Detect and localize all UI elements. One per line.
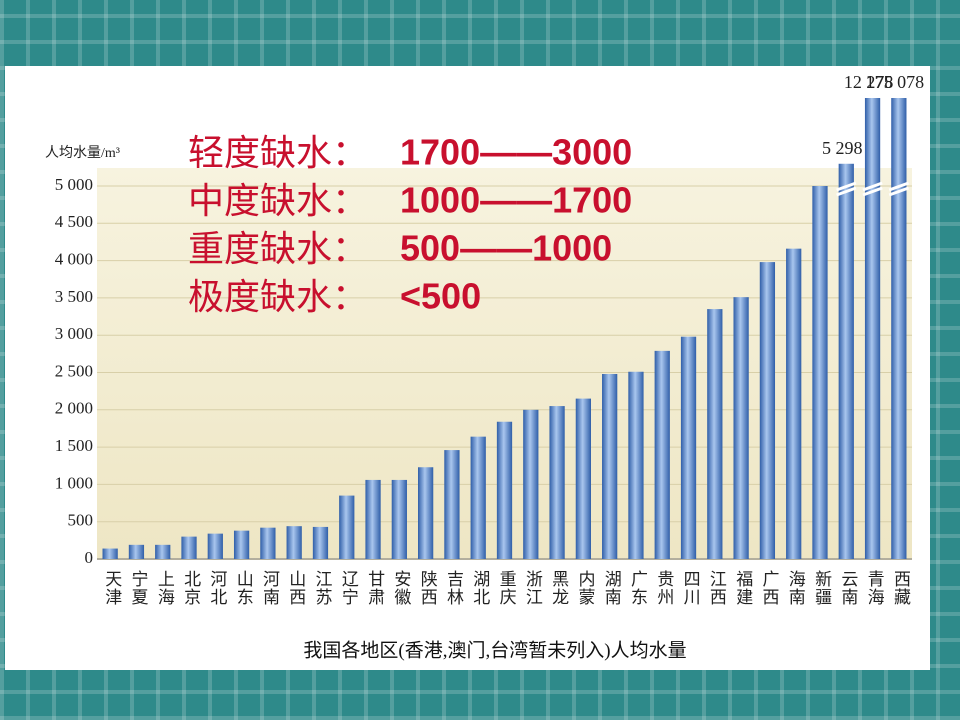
bar bbox=[496, 421, 513, 559]
value-label: 5 298 bbox=[822, 138, 863, 158]
x-tick-label: 重庆 bbox=[497, 570, 517, 606]
x-tick-label: 黑龙 bbox=[549, 570, 569, 606]
bar bbox=[312, 526, 329, 559]
x-tick-label: 湖南 bbox=[602, 570, 622, 606]
axis-break bbox=[836, 181, 857, 197]
bar bbox=[102, 548, 118, 559]
bar bbox=[759, 262, 776, 559]
bar bbox=[786, 248, 802, 559]
y-tick-label: 3 000 bbox=[55, 324, 93, 343]
bar bbox=[233, 530, 250, 559]
x-tick-label: 上海 bbox=[155, 570, 175, 606]
x-tick-label: 吉林 bbox=[444, 570, 464, 606]
bar bbox=[391, 479, 407, 559]
x-tick-label: 浙江 bbox=[523, 570, 543, 606]
axis-break bbox=[888, 181, 909, 197]
y-tick-label: 1 500 bbox=[55, 436, 93, 455]
value-label: 175 078 bbox=[866, 72, 925, 92]
bar bbox=[207, 533, 223, 559]
y-tick-label: 1 000 bbox=[55, 473, 93, 492]
y-tick-label: 2 000 bbox=[55, 399, 93, 418]
y-tick-label: 500 bbox=[68, 511, 94, 530]
x-tick-label: 宁夏 bbox=[129, 570, 149, 606]
y-tick-label: 4 500 bbox=[55, 212, 93, 231]
x-tick-label: 广东 bbox=[628, 570, 648, 606]
x-tick-label: 河北 bbox=[207, 570, 227, 606]
bar bbox=[444, 450, 460, 559]
x-tick-label: 新疆 bbox=[812, 570, 832, 606]
x-tick-label: 西藏 bbox=[891, 570, 911, 606]
bar bbox=[286, 526, 302, 559]
bar bbox=[812, 186, 828, 559]
annotation-range: <500 bbox=[400, 276, 481, 317]
bar bbox=[181, 536, 197, 559]
bar bbox=[128, 544, 145, 559]
x-tick-label: 北京 bbox=[181, 570, 201, 606]
value-label: 12 278 bbox=[844, 72, 894, 92]
annotation-range: 1000——1700 bbox=[400, 180, 632, 221]
bar bbox=[680, 336, 697, 559]
y-tick-label: 2 500 bbox=[55, 361, 93, 380]
annotation-label: 中度缺水： bbox=[188, 181, 368, 222]
bar bbox=[470, 436, 486, 559]
annotation-range: 1700——3000 bbox=[400, 132, 632, 173]
bar bbox=[365, 479, 381, 559]
x-tick-label: 福建 bbox=[733, 570, 753, 606]
bar bbox=[891, 98, 907, 559]
bar bbox=[260, 527, 276, 559]
x-tick-label: 海南 bbox=[786, 570, 806, 606]
y-tick-label: 0 bbox=[85, 548, 94, 567]
bar bbox=[864, 98, 881, 559]
x-tick-label: 四川 bbox=[681, 570, 701, 606]
x-tick-label: 河南 bbox=[260, 570, 280, 606]
x-tick-label: 安徽 bbox=[391, 570, 411, 606]
annotation-label: 轻度缺水： bbox=[188, 133, 368, 174]
axis-break bbox=[862, 181, 883, 197]
x-tick-label: 江苏 bbox=[313, 570, 333, 606]
y-tick-label: 3 500 bbox=[55, 287, 93, 306]
x-tick-label: 山西 bbox=[286, 570, 305, 606]
annotation-label: 极度缺水： bbox=[188, 277, 368, 318]
y-axis-label: 人均水量/m³ bbox=[45, 145, 120, 161]
bar bbox=[575, 398, 591, 559]
bar bbox=[549, 406, 565, 559]
y-tick-label: 5 000 bbox=[55, 175, 93, 194]
x-tick-label: 贵州 bbox=[654, 570, 674, 606]
bar bbox=[838, 163, 854, 559]
x-tick-label: 山东 bbox=[234, 570, 253, 606]
bar bbox=[155, 544, 171, 559]
bar bbox=[602, 373, 618, 559]
x-tick-label: 甘肃 bbox=[365, 570, 385, 606]
x-tick-label: 广西 bbox=[759, 570, 779, 606]
bar bbox=[733, 297, 749, 559]
bar bbox=[523, 409, 539, 559]
y-tick-label: 4 000 bbox=[55, 250, 93, 269]
annotation-range: 500——1000 bbox=[400, 228, 612, 269]
x-tick-label: 陕西 bbox=[418, 570, 437, 606]
x-tick-label: 云南 bbox=[838, 570, 858, 606]
bar bbox=[707, 309, 723, 559]
x-tick-label: 青海 bbox=[865, 570, 885, 606]
caption: 我国各地区(香港,澳门,台湾暂未列入)人均水量 bbox=[303, 639, 686, 661]
annotation-label: 重度缺水： bbox=[188, 229, 368, 270]
bar bbox=[628, 371, 644, 559]
x-tick-label: 天津 bbox=[102, 570, 122, 606]
x-tick-label: 内蒙 bbox=[575, 570, 595, 606]
bar bbox=[418, 467, 434, 559]
x-tick-label: 江西 bbox=[707, 570, 727, 606]
bar bbox=[654, 350, 670, 559]
x-tick-label: 辽宁 bbox=[339, 570, 359, 606]
bar bbox=[339, 495, 355, 559]
x-tick-label: 湖北 bbox=[470, 570, 490, 606]
